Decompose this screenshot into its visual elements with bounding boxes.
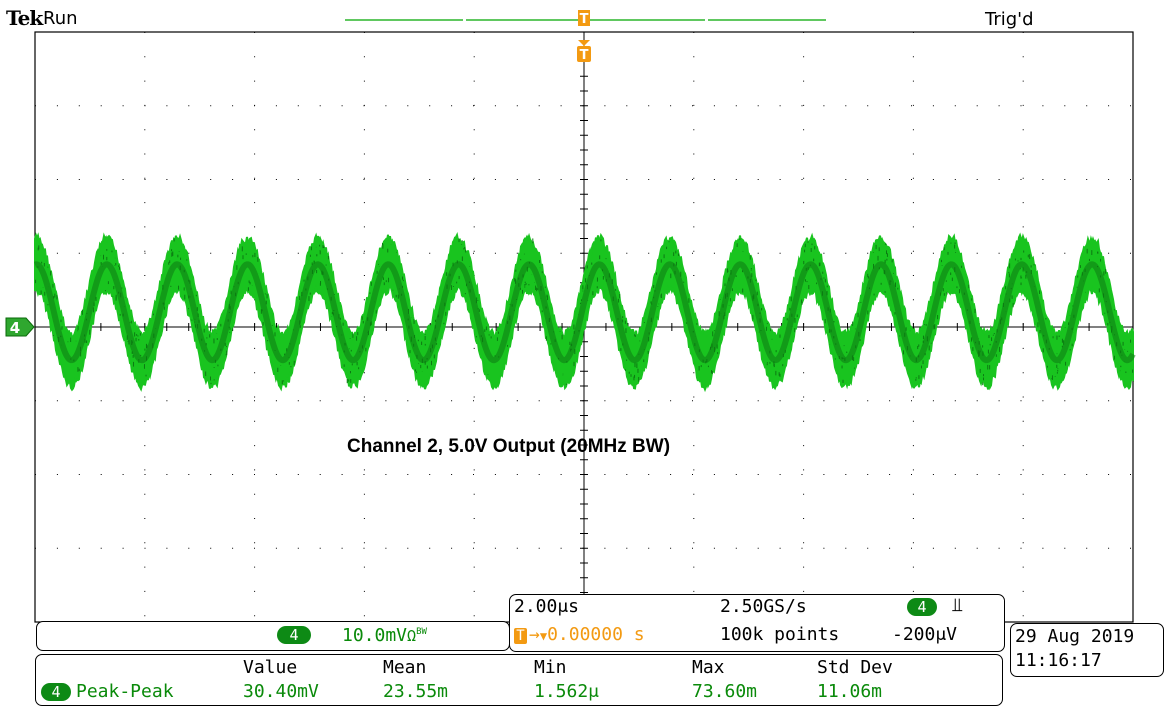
measurement-source-badge: 4 xyxy=(41,683,71,701)
acquisition-state[interactable]: Run xyxy=(43,8,78,29)
sample-rate: 2.50GS/s xyxy=(720,596,807,617)
date: 29 Aug 2019 xyxy=(1015,626,1135,647)
measurement-std-dev: 11.06m xyxy=(817,681,883,702)
col-header-max: Max xyxy=(692,657,725,678)
waveform-annotation: Channel 2, 5.0V Output (20MHz BW) xyxy=(347,436,671,457)
trigger-arrow-icon xyxy=(578,40,590,46)
trigger-position-value: 0.00000 s xyxy=(547,624,645,645)
measurement-value: 30.40mV xyxy=(243,681,319,702)
trace-core xyxy=(33,261,1136,364)
col-header-min: Min xyxy=(534,657,567,678)
trigger-t-icon: T xyxy=(514,628,527,644)
trigger-level[interactable]: -200μV xyxy=(892,624,958,645)
measurement-name: Peak-Peak xyxy=(76,681,174,702)
measurement-panel[interactable]: Value Mean Min Max Std Dev 4 Peak-Peak 3… xyxy=(35,654,1003,706)
col-header-mean: Mean xyxy=(383,657,427,678)
col-header-value: Value xyxy=(243,657,298,678)
time: 11:16:17 xyxy=(1015,650,1102,671)
trigger-status: Trig'd xyxy=(985,9,1034,30)
time-per-div[interactable]: 2.00μs xyxy=(514,596,580,617)
horizontal-trigger-panel[interactable]: 2.00μs 2.50GS/s 4 ⫫ T →▼0.00000 s 100k po… xyxy=(509,594,1005,652)
trigger-position-label: T xyxy=(580,12,589,27)
channel-scale: 10.0mVΩBW xyxy=(342,625,427,646)
channel-readout[interactable]: 4 10.0mVΩBW xyxy=(36,621,510,651)
channel-scale-value: 10.0mV xyxy=(342,625,408,646)
channel-4-marker-label: 4 xyxy=(10,319,20,337)
trigger-marker-label: T xyxy=(580,48,589,63)
rising-edge-icon: ⫫ xyxy=(952,594,963,616)
measurement-min: 1.562μ xyxy=(534,681,600,702)
trigger-source-badge: 4 xyxy=(907,598,937,616)
measurement-mean: 23.55m xyxy=(383,681,449,702)
trigger-position-icon xyxy=(578,10,590,26)
col-header-std-dev: Std Dev xyxy=(817,657,893,678)
termination-icon: Ω xyxy=(407,627,417,645)
record-length: 100k points xyxy=(720,624,840,645)
datetime-box: 29 Aug 2019 11:16:17 xyxy=(1010,623,1164,677)
trigger-marker-icon xyxy=(577,46,591,62)
channel-4-trace xyxy=(33,232,1136,393)
bw-limit-icon: BW xyxy=(416,627,427,637)
channel-4-badge: 4 xyxy=(277,626,311,644)
trigger-position[interactable]: T →▼0.00000 s xyxy=(514,624,645,645)
measurement-max: 73.60m xyxy=(692,681,758,702)
channel-4-ground-marker xyxy=(5,317,35,337)
trigger-down-icon: ▼ xyxy=(539,629,548,643)
brand-logo: Tek xyxy=(6,6,43,30)
arrow-right-icon: → xyxy=(529,624,540,645)
display-markers: T T 4 xyxy=(5,10,826,337)
